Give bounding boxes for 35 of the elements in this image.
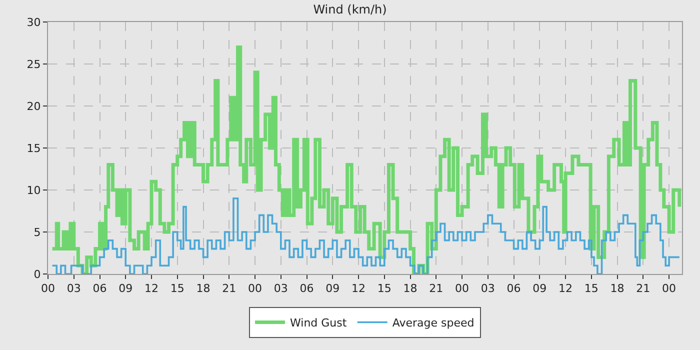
x-tick-label: 00 [248,282,262,296]
x-tick-label: 00 [662,282,676,296]
y-tick-label: 30 [26,16,41,29]
legend-label: Average speed [392,316,474,330]
x-tick-label: 15 [584,282,598,296]
x-tick-label: 18 [196,282,210,296]
x-tick-label: 15 [170,282,184,296]
x-tick-label: 03 [480,282,495,296]
y-tick-label: 25 [26,58,41,71]
x-tick-label: 12 [558,282,573,296]
x-tick-label: 06 [300,282,314,296]
x-tick-label: 06 [506,282,521,296]
y-tick-label: 10 [26,184,41,197]
x-tick-label: 03 [274,282,288,296]
y-tick-label: 15 [26,142,41,155]
x-tick-label: 12 [144,282,159,296]
y-tick-label: 0 [34,268,41,281]
x-tick-label: 21 [222,282,236,296]
x-tick-label: 21 [429,282,444,296]
chart-title: Wind (km/h) [313,2,387,17]
legend-label: Wind Gust [290,316,348,330]
x-tick-label: 00 [41,282,55,296]
x-tick-label: 21 [636,282,650,296]
x-tick-label: 06 [92,282,107,296]
x-tick-label: 00 [455,282,470,296]
y-tick-label: 20 [26,100,41,113]
x-tick-label: 09 [118,282,133,296]
x-tick-label: 12 [352,282,366,296]
x-tick-label: 15 [377,282,392,296]
x-tick-label: 18 [610,282,624,296]
x-tick-label: 03 [66,282,81,296]
x-tick-label: 18 [403,282,418,296]
x-tick-label: 09 [326,282,340,296]
y-tick-label: 5 [34,226,41,239]
x-tick-label: 09 [532,282,547,296]
